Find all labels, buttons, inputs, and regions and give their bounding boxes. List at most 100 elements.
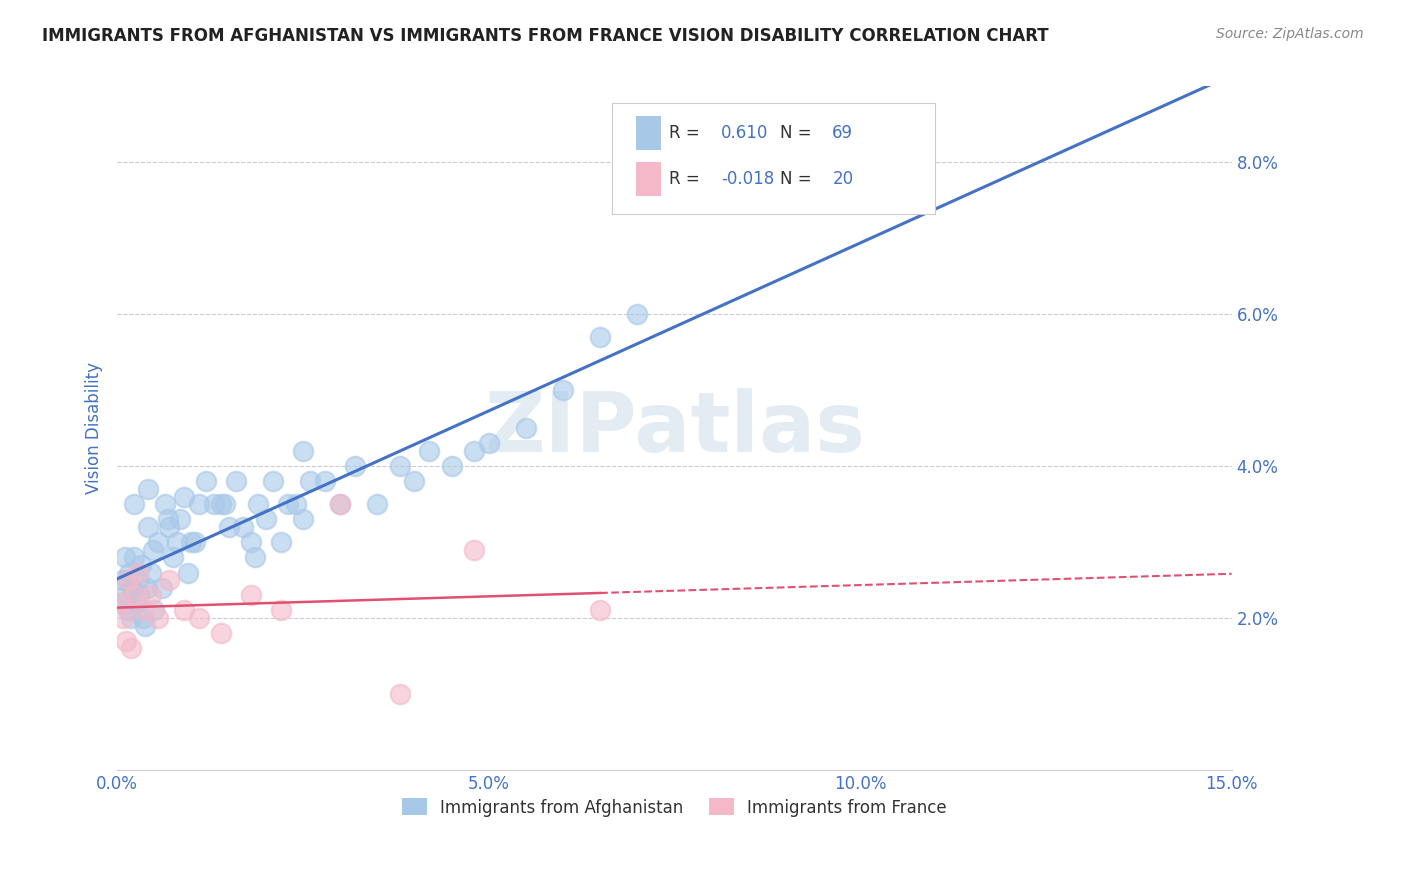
Point: [214, 497, 236, 511]
Point: [117, 603, 139, 617]
Point: [166, 535, 188, 549]
Text: 69: 69: [832, 124, 853, 142]
Point: [388, 459, 411, 474]
Point: [110, 596, 132, 610]
Point: [146, 535, 169, 549]
Point: [114, 550, 136, 565]
Point: [115, 588, 138, 602]
Point: [135, 581, 157, 595]
Point: [127, 566, 149, 580]
Point: [291, 444, 314, 458]
Point: [589, 603, 612, 617]
Point: [626, 307, 648, 321]
Point: [243, 550, 266, 565]
Point: [122, 550, 145, 565]
Point: [115, 633, 138, 648]
Point: [110, 596, 132, 610]
Point: [291, 512, 314, 526]
Point: [247, 497, 270, 511]
Point: [117, 573, 139, 587]
Point: [209, 497, 232, 511]
Point: [177, 566, 200, 580]
Text: R =: R =: [669, 170, 700, 188]
Point: [515, 421, 537, 435]
Point: [225, 475, 247, 489]
Point: [129, 558, 152, 572]
Point: [478, 436, 501, 450]
Point: [184, 535, 207, 549]
Point: [122, 588, 145, 602]
Text: 0.610: 0.610: [721, 124, 769, 142]
Point: [232, 520, 254, 534]
Point: [388, 687, 411, 701]
Point: [142, 542, 165, 557]
Point: [118, 566, 141, 580]
Point: [239, 588, 262, 602]
Point: [284, 497, 307, 511]
Text: Source: ZipAtlas.com: Source: ZipAtlas.com: [1216, 27, 1364, 41]
Point: [162, 550, 184, 565]
Point: [440, 459, 463, 474]
Point: [157, 573, 180, 587]
Point: [173, 490, 195, 504]
Point: [121, 581, 143, 595]
Point: [329, 497, 352, 511]
Point: [120, 641, 142, 656]
Point: [120, 611, 142, 625]
Point: [270, 535, 292, 549]
Point: [299, 475, 322, 489]
Point: [112, 611, 135, 625]
Point: [254, 512, 277, 526]
Point: [195, 475, 218, 489]
Point: [143, 603, 166, 617]
Point: [187, 497, 209, 511]
Text: ZIPatlas: ZIPatlas: [484, 388, 865, 468]
Point: [343, 459, 366, 474]
Point: [811, 194, 834, 208]
Point: [463, 444, 485, 458]
Point: [314, 475, 336, 489]
Point: [128, 588, 150, 602]
Point: [150, 581, 173, 595]
Point: [202, 497, 225, 511]
Point: [127, 573, 149, 587]
Point: [112, 573, 135, 587]
Point: [173, 603, 195, 617]
Point: [187, 611, 209, 625]
Point: [270, 603, 292, 617]
Point: [157, 520, 180, 534]
Point: [156, 512, 179, 526]
Text: IMMIGRANTS FROM AFGHANISTAN VS IMMIGRANTS FROM FRANCE VISION DISABILITY CORRELAT: IMMIGRANTS FROM AFGHANISTAN VS IMMIGRANT…: [42, 27, 1049, 45]
Point: [155, 497, 177, 511]
Point: [404, 475, 426, 489]
Point: [138, 482, 160, 496]
Text: R =: R =: [669, 124, 700, 142]
Point: [551, 383, 574, 397]
Y-axis label: Vision Disability: Vision Disability: [86, 362, 103, 494]
Point: [169, 512, 191, 526]
Point: [209, 626, 232, 640]
Point: [125, 596, 148, 610]
Text: -0.018: -0.018: [721, 170, 775, 188]
Point: [366, 497, 388, 511]
Text: 20: 20: [832, 170, 853, 188]
Point: [134, 618, 156, 632]
Point: [589, 330, 612, 344]
Point: [418, 444, 440, 458]
Legend: Immigrants from Afghanistan, Immigrants from France: Immigrants from Afghanistan, Immigrants …: [395, 792, 953, 823]
Point: [122, 497, 145, 511]
Point: [138, 520, 160, 534]
Point: [218, 520, 240, 534]
Point: [132, 611, 155, 625]
Point: [146, 611, 169, 625]
Point: [329, 497, 352, 511]
Text: N =: N =: [780, 124, 811, 142]
Point: [277, 497, 299, 511]
Point: [262, 475, 284, 489]
Text: N =: N =: [780, 170, 811, 188]
Point: [239, 535, 262, 549]
Point: [132, 603, 155, 617]
Point: [139, 588, 162, 602]
Point: [180, 535, 202, 549]
Point: [115, 573, 138, 587]
